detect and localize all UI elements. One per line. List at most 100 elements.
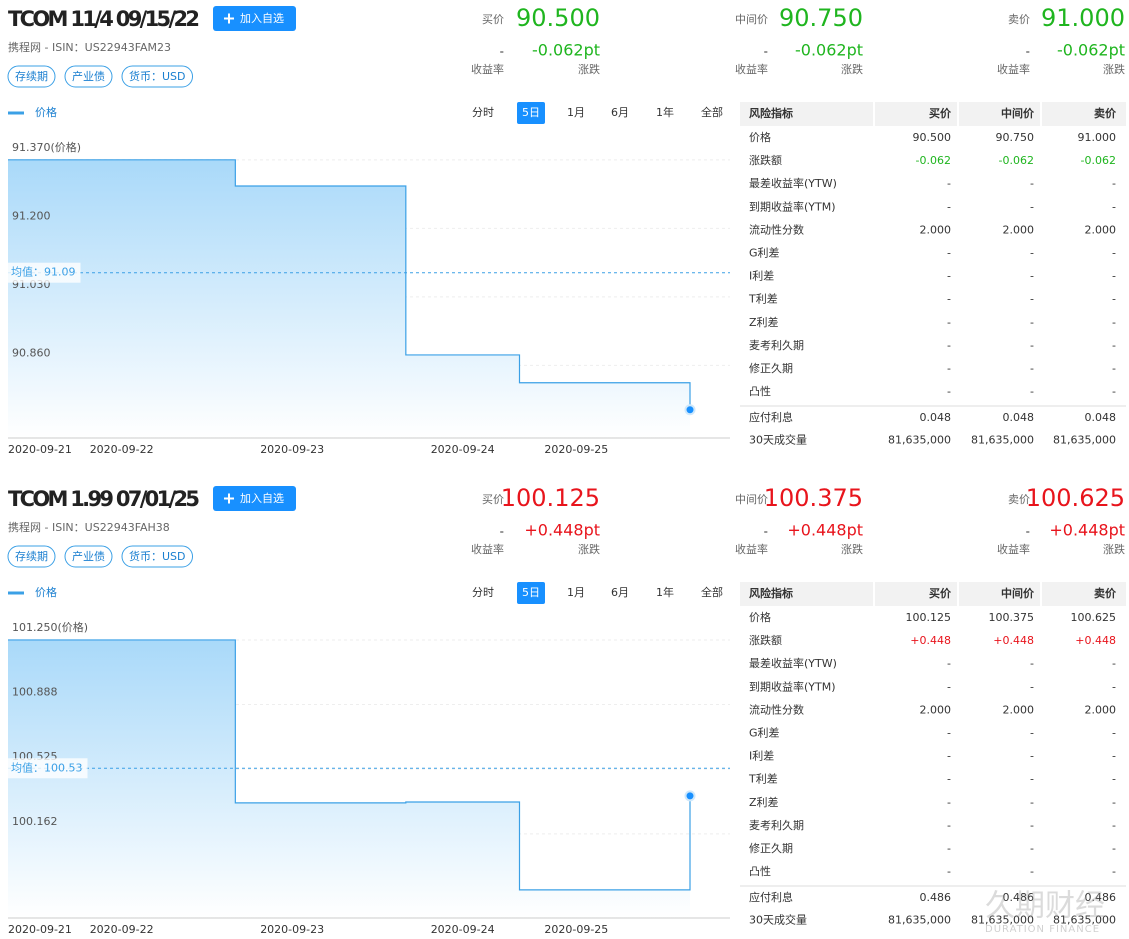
watermark-sub: DURATION FINANCE [985,924,1100,935]
change-label: 涨跌 [1103,62,1125,76]
period-button[interactable]: 分时 [472,586,494,599]
table-cell: 81,635,000 [1053,914,1116,927]
table-cell: 麦考利久期 [749,339,804,352]
x-tick-label: 2020-09-23 [260,443,324,456]
period-button[interactable]: 全部 [701,585,723,599]
x-tick-label: 2020-09-24 [431,443,495,456]
table-cell: - [1112,750,1116,763]
table-cell: - [1112,842,1116,855]
table-cell: - [947,177,951,190]
add-button-label: 加入自选 [240,12,284,25]
table-cell: - [947,865,951,878]
table-cell: - [1030,362,1034,375]
table-cell: - [1030,270,1034,283]
yield-label: 收益率 [997,542,1030,556]
table-cell: 凸性 [749,864,771,878]
change-label: 涨跌 [578,62,600,76]
quote-yield: - [1026,45,1030,59]
table-cell: - [947,842,951,855]
table-cell: 麦考利久期 [749,819,804,832]
table-cell: - [1030,750,1034,763]
table-cell: - [1112,727,1116,740]
period-button[interactable]: 6月 [611,106,629,119]
tag [7,65,56,88]
table-cell: 流动性分数 [749,702,804,716]
y-tick-label: 101.250(价格) [12,620,88,634]
price-line [8,159,691,410]
add-button[interactable] [213,6,296,31]
tag-label: 产业债 [72,69,105,83]
yield-label: 收益率 [471,542,504,556]
y-tick-label: 100.888 [12,685,58,698]
table-cell: 30天成交量 [749,433,807,447]
table-cell: 81,635,000 [888,914,951,927]
period-button[interactable]: 1年 [656,585,674,599]
table-cell: - [1030,385,1034,398]
x-tick-label: 2020-09-22 [90,443,154,456]
period-button[interactable]: 1年 [656,105,674,119]
tag-label: 存续期 [15,549,48,563]
table-cell: - [1030,316,1034,329]
quote-change: -0.062pt [795,41,863,60]
period-button[interactable]: 1月 [567,586,585,599]
table-cell: 0.486 [1003,891,1035,904]
table-cell: - [947,200,951,213]
table-cell: 0.048 [1003,411,1035,424]
quote-yield: - [500,525,504,539]
table-cell: - [1030,796,1034,809]
table-cell: - [947,293,951,306]
period-selected[interactable] [517,582,545,604]
table-cell: 2.000 [920,223,952,236]
period-selected[interactable] [517,102,545,124]
y-tick-label: 100.162 [12,815,58,828]
quote-change: +0.448pt [787,521,863,540]
change-label: 涨跌 [1103,542,1125,556]
x-tick-label: 2020-09-21 [8,443,72,456]
table-cell: - [1030,177,1034,190]
period-button[interactable]: 全部 [701,105,723,119]
plus-icon [224,13,234,24]
legend-label: 价格 [35,585,57,599]
plus-icon [224,493,234,504]
table-cell: G利差 [749,246,780,260]
table-cell: - [947,657,951,670]
change-label: 涨跌 [841,62,863,76]
period-button[interactable]: 1月 [567,106,585,119]
subtitle: 携程网 - ISIN：US22943FAM23 [8,40,171,54]
period-button[interactable]: 分时 [472,106,494,119]
table-cell: 修正久期 [749,841,793,855]
table-cell: - [1030,865,1034,878]
table-cell: - [1030,842,1034,855]
period-button[interactable]: 6月 [611,586,629,599]
add-button[interactable] [213,486,296,511]
table-cell: 最差收益率(YTW) [749,176,837,190]
table-cell: 2.000 [1085,703,1117,716]
table-cell: 2.000 [1085,223,1117,236]
yield-label: 收益率 [471,62,504,76]
table-cell: 2.000 [920,703,952,716]
table-cell: - [947,270,951,283]
table-cell: - [947,339,951,352]
table-cell: 修正久期 [749,361,793,375]
period-button[interactable]: 5日 [522,586,540,599]
table-cell: - [1030,200,1034,213]
table-cell: I利差 [749,749,774,763]
tag-label: 货币：USD [129,69,186,83]
quote-price: 100.125 [501,484,600,512]
table-cell: +0.448 [1075,634,1116,647]
table-cell: 到期收益率(YTM) [749,679,836,693]
quote-price: 91.000 [1041,4,1125,32]
quote-yield: - [764,525,768,539]
price-line [8,639,691,891]
table-cell: - [1030,727,1034,740]
quote-change: -0.062pt [1057,41,1125,60]
yield-label: 收益率 [735,542,768,556]
table-cell: - [947,727,951,740]
table-cell: -0.062 [1081,154,1116,167]
table-cell: - [1112,270,1116,283]
table-cell: - [1112,200,1116,213]
period-button[interactable]: 5日 [522,106,540,119]
mean-label: 均值：100.53 [11,761,83,774]
tag [121,545,194,568]
table-cell: G利差 [749,726,780,740]
